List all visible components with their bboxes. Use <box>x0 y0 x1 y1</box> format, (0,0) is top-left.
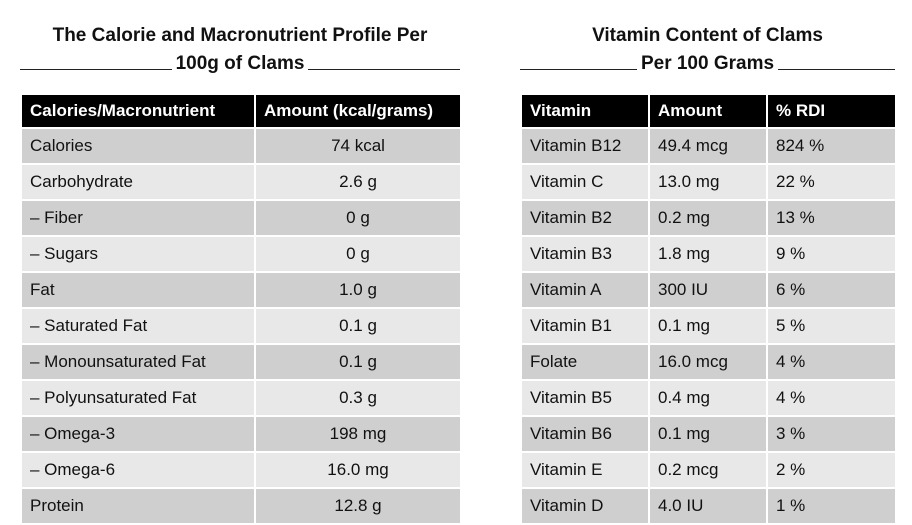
table-row: Vitamin E 0.2 mcg 2 % <box>520 451 897 489</box>
vitamin-rdi-cell: 4 % <box>766 343 897 381</box>
nutrient-amount-cell: 74 kcal <box>254 127 462 165</box>
table-row: Vitamin D 4.0 IU 1 % <box>520 487 897 525</box>
vitamin-title-line2-row: Per 100 Grams <box>520 52 895 76</box>
title-rule-right <box>308 68 461 70</box>
macronutrient-table: Calories/Macronutrient Amount (kcal/gram… <box>20 93 462 525</box>
table-row: Protein 12.8 g <box>20 487 462 525</box>
nutrient-amount-cell: 198 mg <box>254 415 462 453</box>
macronutrient-table-body: Calories 74 kcal Carbohydrate 2.6 g – Fiber 0… <box>20 127 462 525</box>
vitamin-amount-cell: 1.8 mg <box>648 235 768 273</box>
table-row: Vitamin B6 0.1 mg 3 % <box>520 415 897 453</box>
table-row: – Sugars 0 g <box>20 235 462 273</box>
vitamin-rdi-cell: 9 % <box>766 235 897 273</box>
nutrient-name-cell: Fat <box>20 271 256 309</box>
macro-title-line1: The Calorie and Macronutrient Profile Pe… <box>52 25 428 46</box>
nutrient-name-cell: – Sugars <box>20 235 256 273</box>
vitamin-rdi-cell: 824 % <box>766 127 897 165</box>
vitamin-name-cell: Vitamin B5 <box>520 379 650 417</box>
vitamin-amount-cell: 0.1 mg <box>648 307 768 345</box>
nutrient-amount-cell: 0.1 g <box>254 343 462 381</box>
vitamin-amount-cell: 13.0 mg <box>648 163 768 201</box>
vitamin-amount-cell: 0.2 mg <box>648 199 768 237</box>
table-row: – Omega-3 198 mg <box>20 415 462 453</box>
table-row: Vitamin B12 49.4 mcg 824 % <box>520 127 897 165</box>
table-header-row: Calories/Macronutrient Amount (kcal/gram… <box>20 93 462 129</box>
vitamin-table-body: Vitamin B12 49.4 mcg 824 % Vitamin C 13.0 mg… <box>520 127 897 525</box>
nutrient-amount-cell: 0 g <box>254 235 462 273</box>
nutrient-amount-cell: 0.3 g <box>254 379 462 417</box>
table-row: – Omega-6 16.0 mg <box>20 451 462 489</box>
nutrient-name-cell: – Saturated Fat <box>20 307 256 345</box>
nutrient-amount-cell: 12.8 g <box>254 487 462 525</box>
nutrient-amount-cell: 16.0 mg <box>254 451 462 489</box>
vitamin-rdi-cell: 6 % <box>766 271 897 309</box>
nutrient-name-cell: Carbohydrate <box>20 163 256 201</box>
nutrient-name-cell: – Polyunsaturated Fat <box>20 379 256 417</box>
vitamin-name-cell: Vitamin B6 <box>520 415 650 453</box>
column-header: Amount <box>648 93 768 129</box>
column-header: Amount (kcal/grams) <box>254 93 462 129</box>
vitamin-name-cell: Vitamin B3 <box>520 235 650 273</box>
table-header-row: Vitamin Amount % RDI <box>520 93 897 129</box>
table-row: – Polyunsaturated Fat 0.3 g <box>20 379 462 417</box>
vitamin-amount-cell: 16.0 mcg <box>648 343 768 381</box>
nutrient-amount-cell: 2.6 g <box>254 163 462 201</box>
title-rule-left <box>520 68 637 70</box>
nutrient-name-cell: – Omega-3 <box>20 415 256 453</box>
nutrient-name-cell: Calories <box>20 127 256 165</box>
macro-title-line2: 100g of Clams <box>175 53 305 74</box>
table-row: Carbohydrate 2.6 g <box>20 163 462 201</box>
vitamin-amount-cell: 49.4 mcg <box>648 127 768 165</box>
table-row: Vitamin A 300 IU 6 % <box>520 271 897 309</box>
table-row: – Saturated Fat 0.1 g <box>20 307 462 345</box>
vitamin-name-cell: Folate <box>520 343 650 381</box>
vitamin-rdi-cell: 5 % <box>766 307 897 345</box>
nutrient-name-cell: Protein <box>20 487 256 525</box>
vitamin-rdi-cell: 3 % <box>766 415 897 453</box>
table-row: Vitamin B1 0.1 mg 5 % <box>520 307 897 345</box>
column-header: Vitamin <box>520 93 650 129</box>
table-row: Vitamin B2 0.2 mg 13 % <box>520 199 897 237</box>
table-row: Vitamin B5 0.4 mg 4 % <box>520 379 897 417</box>
vitamin-amount-cell: 300 IU <box>648 271 768 309</box>
table-row: – Fiber 0 g <box>20 199 462 237</box>
vitamin-title-line1: Vitamin Content of Clams <box>592 25 823 46</box>
vitamin-name-cell: Vitamin D <box>520 487 650 525</box>
vitamin-name-cell: Vitamin A <box>520 271 650 309</box>
vitamin-rdi-cell: 1 % <box>766 487 897 525</box>
nutrient-amount-cell: 1.0 g <box>254 271 462 309</box>
table-row: – Monounsaturated Fat 0.1 g <box>20 343 462 381</box>
vitamin-amount-cell: 0.2 mcg <box>648 451 768 489</box>
vitamin-table: Vitamin Amount % RDI Vitamin B12 49.4 mcg… <box>520 93 897 525</box>
table-row: Fat 1.0 g <box>20 271 462 309</box>
column-header: Calories/Macronutrient <box>20 93 256 129</box>
vitamin-amount-cell: 0.4 mg <box>648 379 768 417</box>
vitamin-rdi-cell: 22 % <box>766 163 897 201</box>
vitamin-name-cell: Vitamin B2 <box>520 199 650 237</box>
table-row: Calories 74 kcal <box>20 127 462 165</box>
vitamin-rdi-cell: 4 % <box>766 379 897 417</box>
vitamin-name-cell: Vitamin E <box>520 451 650 489</box>
vitamin-amount-cell: 4.0 IU <box>648 487 768 525</box>
table-row: Folate 16.0 mcg 4 % <box>520 343 897 381</box>
vitamin-rdi-cell: 2 % <box>766 451 897 489</box>
table-row: Vitamin B3 1.8 mg 9 % <box>520 235 897 273</box>
macro-title-line2-row: 100g of Clams <box>20 52 461 76</box>
nutrient-name-cell: – Fiber <box>20 199 256 237</box>
vitamin-name-cell: Vitamin B12 <box>520 127 650 165</box>
title-rule-right <box>778 68 895 70</box>
table-row: Vitamin C 13.0 mg 22 % <box>520 163 897 201</box>
vitamin-name-cell: Vitamin C <box>520 163 650 201</box>
nutrient-amount-cell: 0 g <box>254 199 462 237</box>
column-header: % RDI <box>766 93 897 129</box>
nutrient-amount-cell: 0.1 g <box>254 307 462 345</box>
vitamin-rdi-cell: 13 % <box>766 199 897 237</box>
vitamin-name-cell: Vitamin B1 <box>520 307 650 345</box>
title-rule-left <box>20 68 172 70</box>
nutrient-name-cell: – Omega-6 <box>20 451 256 489</box>
nutrient-name-cell: – Monounsaturated Fat <box>20 343 256 381</box>
vitamin-amount-cell: 0.1 mg <box>648 415 768 453</box>
vitamin-title-line2: Per 100 Grams <box>640 53 775 74</box>
